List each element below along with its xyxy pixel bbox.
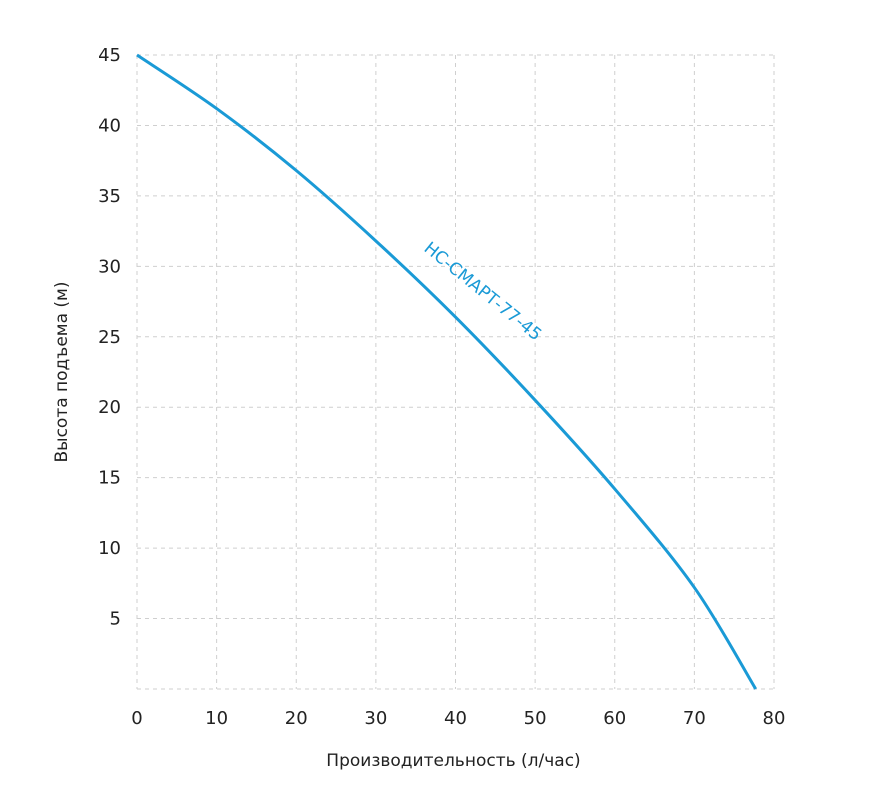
x-tick-label: 0 xyxy=(131,708,142,729)
series-line xyxy=(136,53,757,690)
x-tick-label: 10 xyxy=(205,708,228,729)
y-tick-label: 5 xyxy=(110,609,121,630)
series-label: НС-СМАРТ-77-45 xyxy=(420,238,545,345)
x-axis-title: Производительность (л/час) xyxy=(326,751,580,771)
x-axis-ticks: 0 10 20 30 40 50 60 70 80 xyxy=(131,708,785,729)
x-tick-label: 40 xyxy=(444,708,467,729)
x-tick-label: 50 xyxy=(524,708,547,729)
x-tick-label: 60 xyxy=(603,708,626,729)
y-axis-title: Высота подъема (м) xyxy=(52,281,72,462)
x-tick-label: 20 xyxy=(285,708,308,729)
y-tick-label: 15 xyxy=(98,468,121,489)
grid xyxy=(136,54,775,690)
y-axis-ticks: 5 10 15 20 25 30 35 40 45 xyxy=(98,45,121,630)
y-tick-label: 25 xyxy=(98,327,121,348)
y-tick-label: 30 xyxy=(98,256,121,277)
y-tick-label: 35 xyxy=(98,186,121,207)
y-tick-label: 10 xyxy=(98,538,121,559)
x-tick-label: 70 xyxy=(683,708,706,729)
y-tick-label: 45 xyxy=(98,45,121,66)
x-tick-label: 30 xyxy=(364,708,387,729)
x-tick-label: 80 xyxy=(763,708,786,729)
y-tick-label: 20 xyxy=(98,397,121,418)
y-tick-label: 40 xyxy=(98,115,121,136)
